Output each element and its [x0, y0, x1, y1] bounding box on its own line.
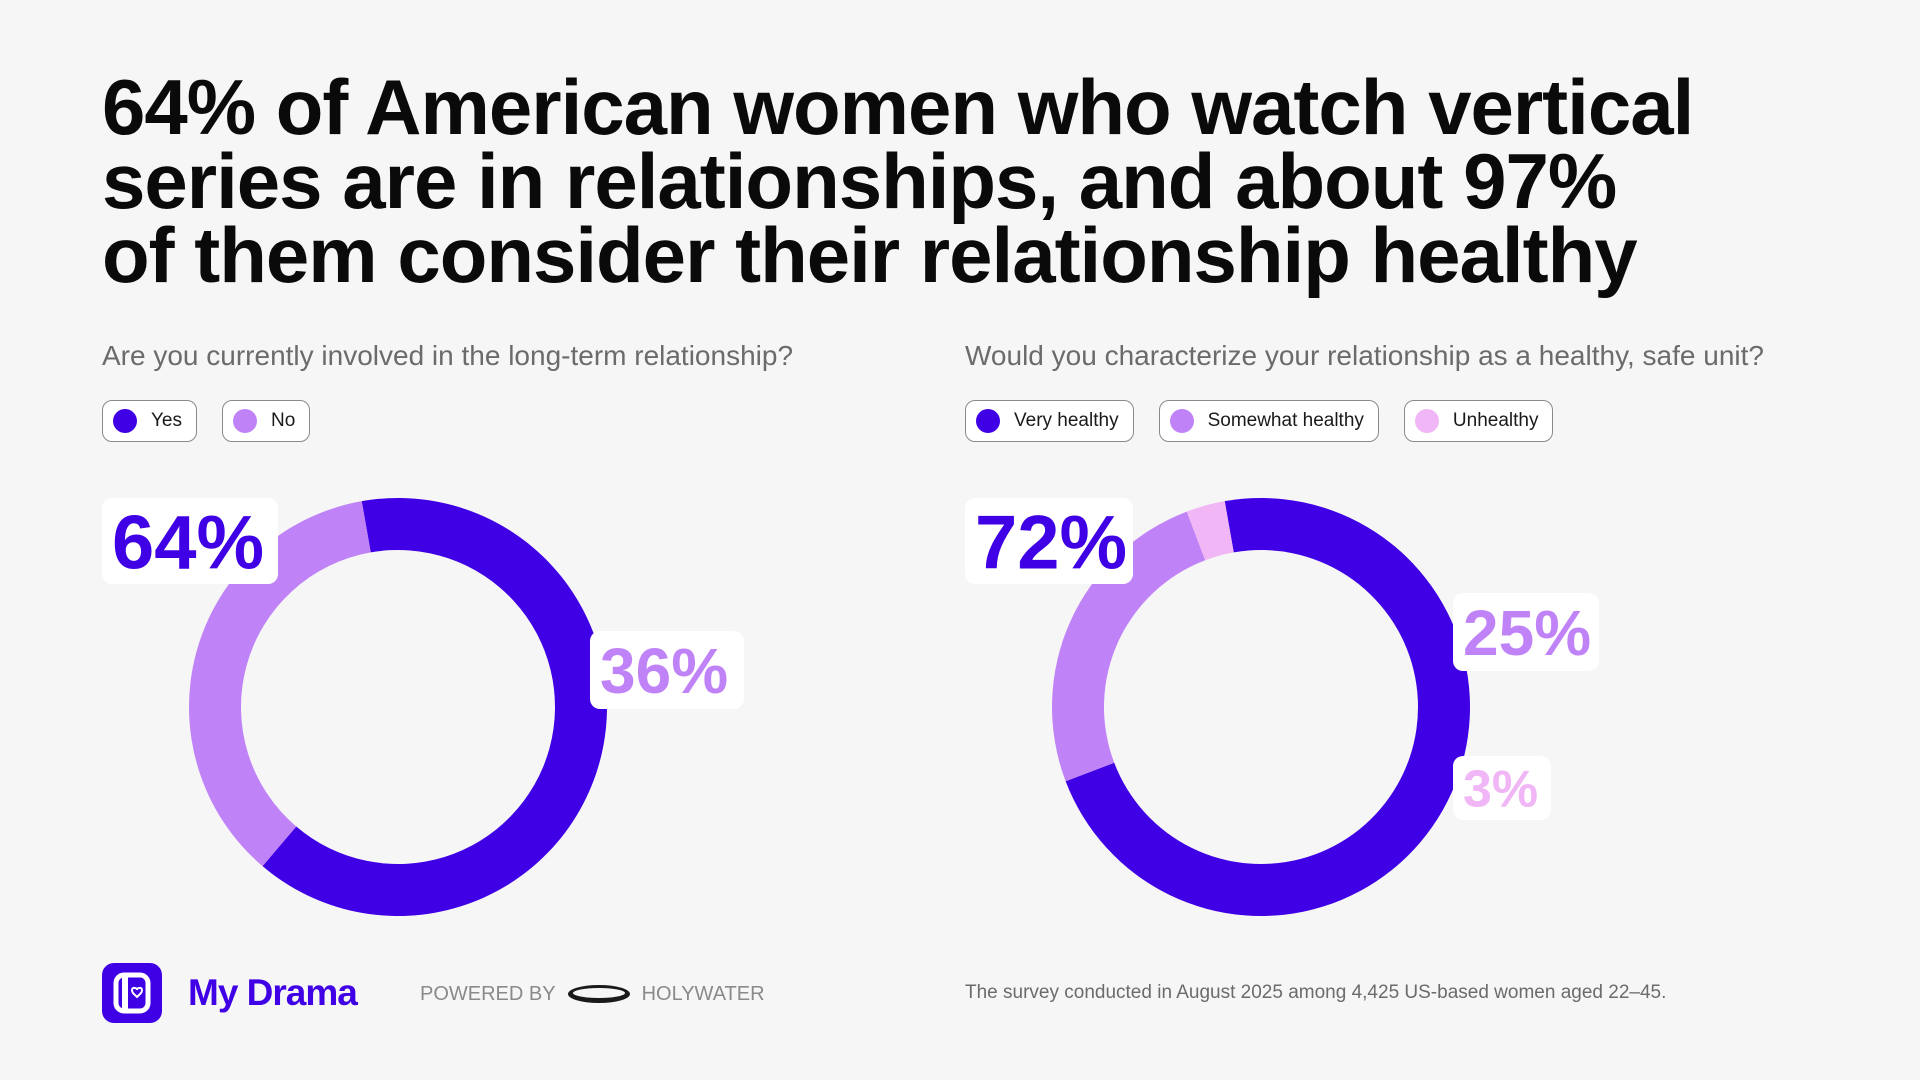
legend-chip-no[interactable]: No: [222, 400, 311, 442]
title-line-3: of them consider their relationship heal…: [102, 211, 1638, 299]
powered-by: POWERED BY HOLYWATER: [420, 982, 765, 1006]
legend-label-yes: Yes: [151, 410, 182, 431]
legend-label-unhealthy: Unhealthy: [1452, 410, 1539, 431]
title-line-2: series are in relationships, and about 9…: [102, 137, 1617, 225]
right-panel: Would you characterize your relationship…: [965, 340, 1764, 442]
data-label-very-healthy: 72%: [965, 498, 1133, 585]
left-panel: Are you currently involved in the long-t…: [102, 340, 793, 442]
partner-name: HOLYWATER: [641, 982, 765, 1005]
health-donut-chart: 72% 25% 3%: [965, 498, 1599, 916]
page-title: 64% of American women who watch vertical…: [102, 63, 1702, 299]
donut-slice-no: [188, 501, 371, 867]
legend-chip-somewhat-healthy[interactable]: Somewhat healthy: [1158, 400, 1379, 442]
right-legend: Very healthy Somewhat healthy Unhealthy: [965, 400, 1764, 442]
legend-dot-no: [233, 409, 257, 433]
data-label-no: 36%: [590, 631, 744, 709]
relationship-donut-chart: 64% 36%: [102, 498, 744, 916]
left-question: Are you currently involved in the long-t…: [102, 340, 794, 371]
title-line-1: 64% of American women who watch vertical: [102, 63, 1694, 151]
brand-logo[interactable]: My Drama: [102, 963, 358, 1023]
brand-name: My Drama: [188, 972, 358, 1013]
donut-slice-yes: [262, 498, 607, 916]
right-question: Would you characterize your relationship…: [965, 340, 1764, 371]
legend-dot-very-healthy: [976, 409, 1000, 433]
svg-text:3%: 3%: [1463, 761, 1538, 819]
survey-footnote: The survey conducted in August 2025 amon…: [965, 982, 1667, 1003]
svg-text:25%: 25%: [1463, 597, 1591, 669]
legend-dot-yes: [113, 409, 137, 433]
legend-chip-yes[interactable]: Yes: [102, 400, 197, 442]
holywater-icon: [567, 985, 630, 1003]
legend-dot-somewhat-healthy: [1169, 409, 1194, 433]
left-legend: Yes No: [102, 400, 793, 442]
legend-chip-very-healthy[interactable]: Very healthy: [965, 400, 1134, 442]
powered-by-label: POWERED BY: [420, 982, 556, 1005]
data-label-unhealthy: 3%: [1453, 756, 1551, 820]
donut-slice-unhealthy: [1186, 501, 1234, 561]
data-label-yes: 64%: [102, 498, 278, 585]
svg-text:72%: 72%: [975, 500, 1127, 585]
legend-chip-unhealthy[interactable]: Unhealthy: [1403, 400, 1554, 442]
legend-label-no: No: [271, 410, 296, 431]
legend-label-very-healthy: Very healthy: [1014, 410, 1119, 431]
svg-text:64%: 64%: [112, 500, 264, 585]
legend-label-somewhat-healthy: Somewhat healthy: [1207, 410, 1364, 431]
legend-dot-unhealthy: [1414, 409, 1439, 433]
mydrama-icon: [102, 963, 162, 1023]
donut-slice-somewhat-healthy: [1052, 511, 1206, 782]
data-label-somewhat-healthy: 25%: [1453, 593, 1599, 671]
svg-text:36%: 36%: [600, 635, 728, 707]
